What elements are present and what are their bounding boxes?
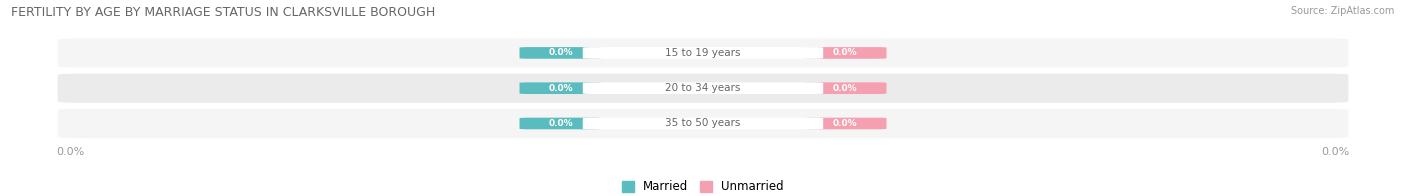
Legend: Married, Unmarried: Married, Unmarried [621, 181, 785, 193]
Text: 0.0%: 0.0% [832, 119, 858, 128]
FancyBboxPatch shape [58, 74, 1348, 103]
Text: 0.0%: 0.0% [832, 48, 858, 57]
Text: 0.0%: 0.0% [832, 84, 858, 93]
Text: 0.0%: 0.0% [548, 84, 574, 93]
Text: Source: ZipAtlas.com: Source: ZipAtlas.com [1291, 6, 1395, 16]
Text: FERTILITY BY AGE BY MARRIAGE STATUS IN CLARKSVILLE BOROUGH: FERTILITY BY AGE BY MARRIAGE STATUS IN C… [11, 6, 436, 19]
FancyBboxPatch shape [583, 47, 824, 59]
FancyBboxPatch shape [583, 118, 824, 129]
FancyBboxPatch shape [520, 47, 602, 59]
FancyBboxPatch shape [804, 47, 886, 59]
FancyBboxPatch shape [520, 82, 602, 94]
FancyBboxPatch shape [583, 82, 824, 94]
FancyBboxPatch shape [58, 109, 1348, 138]
Text: 0.0%: 0.0% [548, 119, 574, 128]
FancyBboxPatch shape [520, 118, 602, 129]
Text: 35 to 50 years: 35 to 50 years [665, 118, 741, 129]
FancyBboxPatch shape [58, 38, 1348, 68]
FancyBboxPatch shape [804, 82, 886, 94]
Text: 0.0%: 0.0% [548, 48, 574, 57]
Text: 20 to 34 years: 20 to 34 years [665, 83, 741, 93]
FancyBboxPatch shape [804, 118, 886, 129]
Text: 15 to 19 years: 15 to 19 years [665, 48, 741, 58]
